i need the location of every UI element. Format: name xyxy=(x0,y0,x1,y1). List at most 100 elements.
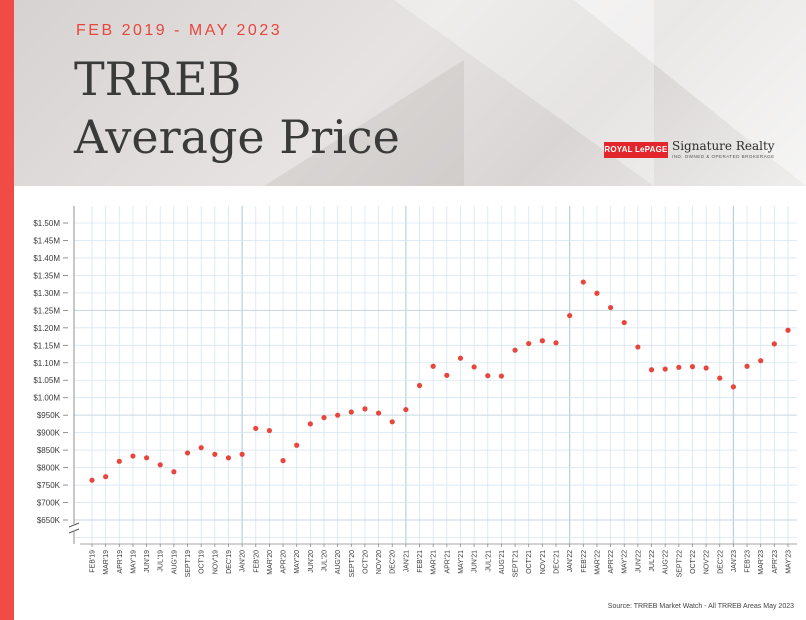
logo-tagline: IND. OWNED & OPERATED BROKERAGE xyxy=(672,154,775,159)
data-point xyxy=(498,373,505,379)
data-point xyxy=(430,363,436,369)
data-point xyxy=(594,290,600,296)
x-tick-label: OCT'20 xyxy=(362,550,369,574)
title-line-1: TRREB xyxy=(74,52,242,106)
x-tick-label: NOV'19 xyxy=(212,550,219,574)
data-point xyxy=(703,365,709,371)
data-point xyxy=(294,442,300,448)
x-tick-label: AUG'21 xyxy=(499,550,506,574)
x-tick-label: APR'23 xyxy=(772,550,779,574)
y-tick-label: $1.05M xyxy=(33,376,60,385)
x-tick-label: MAR'23 xyxy=(758,550,765,575)
data-point xyxy=(553,340,559,346)
logo-name: Signature Realty xyxy=(672,139,775,153)
x-tick-label: SEPT'20 xyxy=(349,550,356,578)
x-tick-label: MAY'22 xyxy=(622,550,629,574)
x-tick-label: FEB'19 xyxy=(90,550,97,573)
data-point xyxy=(116,458,122,464)
y-tick-label: $1.20M xyxy=(33,324,60,333)
average-price-chart: $650K $700K $750K $800K $850K $900K $950K $1.00… xyxy=(33,206,797,578)
data-point xyxy=(103,474,109,480)
x-tick-label: DEC'19 xyxy=(226,550,233,574)
data-point xyxy=(771,341,777,347)
x-tick-label: MAR'19 xyxy=(103,550,110,575)
data-point xyxy=(335,412,341,418)
data-point xyxy=(212,451,218,457)
y-tick-label: $950K xyxy=(37,411,61,420)
data-point xyxy=(253,425,259,432)
y-tick-label: $1.40M xyxy=(33,254,60,263)
data-point xyxy=(567,312,573,319)
x-tick-label: FEB'20 xyxy=(253,550,260,573)
y-tick-label: $1.15M xyxy=(33,341,60,350)
x-tick-label: MAY'21 xyxy=(458,550,465,574)
y-tick-label: $1.10M xyxy=(33,359,60,368)
x-tick-label: DEC'22 xyxy=(717,550,724,574)
data-point xyxy=(157,462,163,468)
x-tick-label: SEPT'21 xyxy=(513,550,520,578)
data-point xyxy=(635,344,641,350)
x-tick-label: AUG'22 xyxy=(663,550,670,574)
y-tick-label: $900K xyxy=(37,429,61,438)
data-point xyxy=(266,427,273,434)
axis-break-mark xyxy=(68,528,80,534)
data-point xyxy=(444,372,450,378)
data-point xyxy=(785,327,791,333)
data-point xyxy=(717,375,723,381)
data-point xyxy=(321,415,327,421)
data-point xyxy=(389,419,395,425)
logo-brand: ROYAL LePAGE xyxy=(604,142,668,158)
x-tick-label: AUG'19 xyxy=(171,550,178,574)
x-tick-label: JUL'20 xyxy=(322,550,329,572)
data-point xyxy=(143,455,150,461)
data-point xyxy=(526,340,532,347)
x-tick-label: AUG'20 xyxy=(335,550,342,574)
x-tick-label: FEB'21 xyxy=(417,550,424,573)
x-tick-label: MAR'22 xyxy=(594,550,601,575)
x-tick-label: JUL'19 xyxy=(158,550,165,572)
header: FEB 2019 - MAY 2023 TRREB Average Price … xyxy=(14,0,806,186)
data-point xyxy=(457,355,464,361)
x-tick-label: JAN'22 xyxy=(567,550,574,572)
data-point xyxy=(512,347,518,353)
x-tick-label: SEPT'19 xyxy=(185,550,192,578)
data-point xyxy=(758,358,764,364)
data-point xyxy=(171,469,177,475)
data-point xyxy=(471,364,477,370)
x-tick-label: NOV'20 xyxy=(376,550,383,574)
data-point xyxy=(689,364,696,370)
y-tick-label: $1.35M xyxy=(33,271,60,280)
data-point xyxy=(348,409,354,415)
x-tick-label: DEC'20 xyxy=(390,550,397,574)
date-range-subtitle: FEB 2019 - MAY 2023 xyxy=(76,22,283,39)
x-tick-label: JUN'19 xyxy=(144,550,151,573)
y-tick-label: $1.00M xyxy=(33,394,60,403)
x-tick-label: MAY'23 xyxy=(786,550,793,574)
accent-bar xyxy=(0,0,14,620)
data-point xyxy=(375,410,382,416)
data-point xyxy=(225,455,232,461)
y-tick-label: $650K xyxy=(37,516,61,525)
x-tick-label: APR'22 xyxy=(608,550,615,574)
x-tick-label: OCT'21 xyxy=(526,550,533,574)
x-tick-label: APR'21 xyxy=(444,550,451,574)
x-tick-label: MAR'20 xyxy=(267,550,274,575)
page-title: TRREB Average Price xyxy=(74,50,400,166)
x-tick-label: FEB'22 xyxy=(581,550,588,573)
brokerage-logo: ROYAL LePAGE Signature Realty IND. OWNED… xyxy=(604,139,804,164)
x-tick-label: JUN'22 xyxy=(635,550,642,573)
x-tick-label: JUL'22 xyxy=(649,550,656,572)
data-point xyxy=(676,364,682,370)
data-point xyxy=(362,406,368,412)
x-tick-label: JUL'21 xyxy=(485,550,492,572)
y-tick-label: $700K xyxy=(37,499,61,508)
y-tick-label: $1.50M xyxy=(33,219,60,228)
x-tick-label: DEC'21 xyxy=(554,550,561,574)
x-tick-label: JUN'20 xyxy=(308,550,315,573)
data-point xyxy=(744,363,750,369)
data-point xyxy=(539,338,545,344)
axis-break-mark xyxy=(68,522,80,528)
data-point xyxy=(416,382,423,389)
x-tick-label: MAY'19 xyxy=(130,550,137,574)
data-point xyxy=(198,445,204,451)
